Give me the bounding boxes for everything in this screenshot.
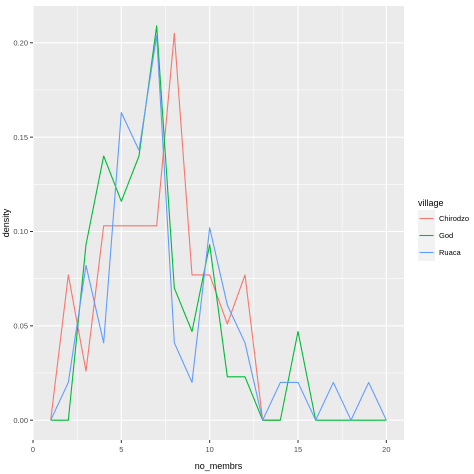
y-tick-label: 0.20 [13,38,28,47]
legend-item-god: God [418,227,453,244]
y-tick-label: 0.10 [13,227,28,236]
major-gridlines [32,6,404,440]
legend-item-ruaca: Ruaca [418,244,462,261]
x-tick-label: 0 [31,445,35,454]
legend-label: Ruaca [439,248,462,257]
legend-label: God [439,231,453,240]
y-axis-title: density [1,208,11,237]
series-line-ruaca [50,34,387,421]
x-tick-label: 5 [119,445,123,454]
legend-title: village [418,198,444,208]
legend-items: Chirodzo God Ruaca [418,210,469,261]
legend: village Chirodzo God Ruaca [418,198,469,261]
y-tick-label: 0.05 [13,322,28,331]
minor-gridlines [33,6,404,440]
y-axis-ticks: 0.00 0.05 0.10 0.15 0.20 [13,38,33,425]
legend-label: Chirodzo [439,214,469,223]
y-tick-label: 0.00 [13,416,28,425]
x-axis-title: no_membrs [195,461,243,471]
x-axis-ticks: 0 5 10 15 20 [31,440,391,454]
x-tick-label: 15 [294,445,302,454]
y-tick-label: 0.15 [13,133,28,142]
plot-panel [33,6,404,440]
x-tick-label: 20 [382,445,390,454]
series-line-god [50,25,387,421]
legend-item-chirodzo: Chirodzo [418,210,469,227]
series-lines [50,25,387,421]
series-line-chirodzo [50,32,281,421]
x-tick-label: 10 [205,445,213,454]
